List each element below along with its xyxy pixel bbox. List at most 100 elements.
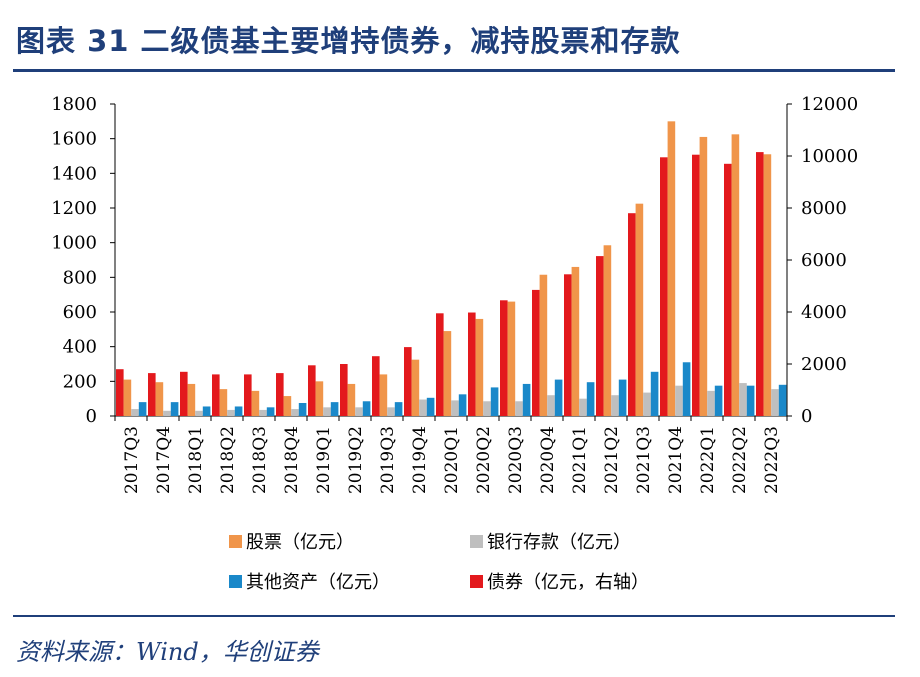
bond-bar: [628, 213, 636, 416]
stock-bar: [187, 383, 196, 416]
other-asset-bar: [298, 403, 307, 416]
stock-bar: [283, 396, 292, 416]
right-tick-label: 2000: [801, 354, 847, 375]
x-category-label: 2022Q3: [762, 426, 782, 494]
x-category-label: 2021Q4: [666, 426, 686, 494]
other-asset-bar: [458, 394, 467, 416]
other-asset-bar: [394, 402, 403, 416]
other-asset-bar: [650, 371, 659, 416]
x-category-label: 2020Q1: [442, 426, 462, 494]
other-asset-bar: [170, 402, 179, 416]
stock-bar: [635, 203, 644, 416]
bond-bar: [276, 373, 284, 416]
deposit-bar: [131, 409, 139, 416]
deposit-bar: [675, 385, 683, 416]
x-category-label: 2019Q3: [378, 426, 398, 494]
bond-bar: [180, 371, 188, 416]
bond-bar: [468, 312, 476, 416]
legend-other-asset-label: 其他资产（亿元）: [246, 572, 390, 593]
left-tick-label: 1600: [51, 129, 97, 150]
other-asset-bar: [426, 397, 435, 416]
left-tick-label: 1200: [51, 198, 97, 219]
left-tick-label: 1400: [51, 163, 97, 184]
x-category-label: 2020Q2: [474, 426, 494, 494]
bond-bar: [596, 256, 604, 416]
stock-bar: [475, 318, 484, 416]
x-category-label: 2018Q4: [282, 426, 302, 494]
chart-title: 图表 31 二级债基主要增持债券，减持股票和存款: [16, 24, 681, 58]
other-asset-bar: [746, 385, 755, 416]
x-category-label: 2021Q2: [602, 426, 622, 494]
deposit-bar: [291, 409, 299, 416]
deposit-bar: [771, 389, 779, 416]
legend-other-asset-swatch: [229, 575, 242, 588]
right-tick-label: 10000: [801, 146, 858, 167]
deposit-bar: [195, 410, 203, 416]
x-category-label: 2022Q2: [730, 426, 750, 494]
x-category-label: 2018Q1: [186, 426, 206, 494]
stock-bar: [667, 121, 676, 416]
other-asset-bar: [682, 362, 691, 416]
stock-bar: [507, 301, 516, 416]
deposit-bar: [163, 410, 171, 416]
stock-bar: [379, 374, 388, 416]
x-category-label: 2021Q3: [634, 426, 654, 494]
other-asset-bar: [522, 383, 531, 416]
legend-deposit-label: 银行存款（亿元）: [487, 532, 631, 553]
other-asset-bar: [618, 379, 627, 416]
stock-bar: [219, 389, 228, 416]
bond-bar: [564, 274, 572, 416]
stock-bar: [347, 383, 356, 416]
other-asset-bar: [266, 407, 275, 416]
stock-bar: [763, 154, 772, 416]
bond-bar: [372, 356, 380, 416]
left-tick-label: 800: [63, 267, 97, 288]
stock-bar: [155, 382, 164, 416]
deposit-bar: [483, 401, 491, 416]
other-asset-bar: [554, 379, 563, 416]
bond-bar: [404, 347, 412, 416]
bond-bar: [308, 365, 316, 416]
legend-bond-label: 债券（亿元，右轴）: [487, 572, 649, 593]
deposit-bar: [739, 383, 747, 416]
legend-deposit-swatch: [470, 535, 483, 548]
left-tick-label: 200: [63, 371, 97, 392]
stock-bar: [251, 390, 260, 416]
right-tick-label: 6000: [801, 250, 847, 271]
x-category-label: 2022Q1: [698, 426, 718, 494]
x-category-label: 2021Q1: [570, 426, 590, 494]
deposit-bar: [515, 401, 523, 416]
other-asset-bar: [330, 402, 339, 416]
deposit-bar: [611, 395, 619, 416]
x-category-label: 2019Q2: [346, 426, 366, 494]
x-category-label: 2018Q2: [218, 426, 238, 494]
bond-bar: [148, 373, 156, 416]
footer-divider: [13, 615, 895, 617]
other-asset-bar: [362, 401, 371, 416]
deposit-bar: [227, 409, 235, 416]
other-asset-bar: [586, 382, 595, 416]
legend-bond-swatch: [470, 575, 483, 588]
bond-bar: [116, 369, 124, 416]
bond-bar: [692, 154, 700, 416]
x-category-label: 2017Q4: [154, 426, 174, 494]
stock-bar: [699, 136, 708, 416]
other-asset-bar: [490, 387, 499, 416]
deposit-bar: [643, 392, 651, 416]
bond-bar: [756, 152, 764, 416]
stock-bar: [571, 266, 580, 416]
legend-stock-label: 股票（亿元）: [246, 532, 354, 553]
deposit-bar: [387, 407, 395, 416]
deposit-bar: [419, 399, 427, 416]
x-category-label: 2019Q1: [314, 426, 334, 494]
other-asset-bar: [778, 384, 787, 416]
stock-bar: [443, 331, 452, 416]
bond-bar: [244, 374, 252, 416]
stock-bar: [315, 381, 324, 416]
title-divider: [13, 69, 895, 72]
source-note: 资料来源：Wind，华创证券: [16, 638, 319, 666]
deposit-bar: [355, 407, 363, 416]
stock-bar: [123, 379, 132, 416]
legend-stock-swatch: [229, 535, 242, 548]
